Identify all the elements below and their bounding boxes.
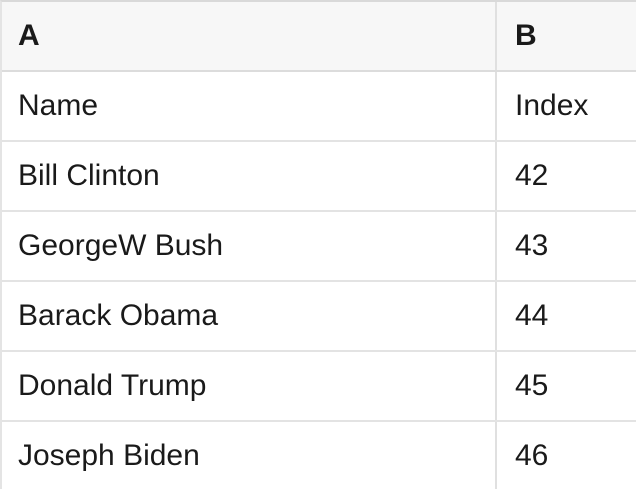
cell-text: Name — [18, 89, 99, 122]
cell-text: Joseph Biden — [18, 439, 200, 472]
table-row: Donald Trump 45 — [2, 352, 636, 422]
cell-text: 45 — [515, 369, 549, 402]
column-header-b[interactable]: B — [497, 2, 636, 70]
cell-text: Barack Obama — [18, 299, 219, 332]
cell-a5[interactable]: Donald Trump — [2, 352, 497, 420]
cell-b1[interactable]: Index — [497, 72, 636, 140]
table-row: Barack Obama 44 — [2, 282, 636, 352]
table-row: Bill Clinton 42 — [2, 142, 636, 212]
column-header-row: A B — [2, 2, 636, 72]
table-row: GeorgeW Bush 43 — [2, 212, 636, 282]
column-header-b-label: B — [515, 19, 537, 52]
cell-text: 42 — [515, 159, 549, 192]
cell-text: 46 — [515, 439, 549, 472]
cell-text: Donald Trump — [18, 369, 207, 402]
cell-a6[interactable]: Joseph Biden — [2, 422, 497, 489]
column-header-a[interactable]: A — [2, 2, 497, 70]
table-row: Name Index — [2, 72, 636, 142]
cell-a4[interactable]: Barack Obama — [2, 282, 497, 350]
cell-b5[interactable]: 45 — [497, 352, 636, 420]
cell-a2[interactable]: Bill Clinton — [2, 142, 497, 210]
table-row: Joseph Biden 46 — [2, 422, 636, 489]
cell-a3[interactable]: GeorgeW Bush — [2, 212, 497, 280]
cell-b2[interactable]: 42 — [497, 142, 636, 210]
cell-b6[interactable]: 46 — [497, 422, 636, 489]
cell-text: 44 — [515, 299, 549, 332]
cell-text: GeorgeW Bush — [18, 229, 224, 262]
cell-text: Bill Clinton — [18, 159, 160, 192]
cell-text: 43 — [515, 229, 549, 262]
cell-a1[interactable]: Name — [2, 72, 497, 140]
cell-b4[interactable]: 44 — [497, 282, 636, 350]
cell-text: Index — [515, 89, 589, 122]
cell-b3[interactable]: 43 — [497, 212, 636, 280]
column-header-a-label: A — [18, 19, 40, 52]
